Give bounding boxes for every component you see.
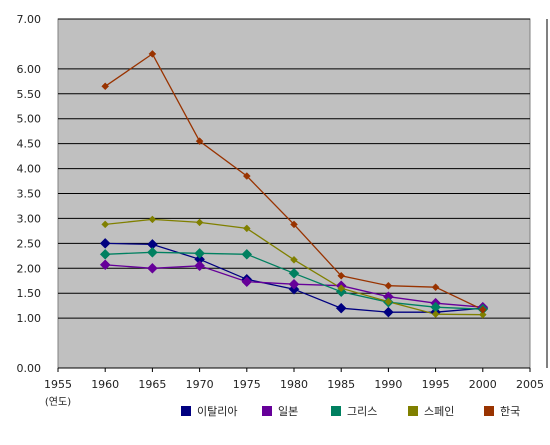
x-tick-label: 1975 (233, 378, 261, 391)
data-point-marker (148, 215, 157, 224)
y-tick-label: 1.00 (17, 312, 42, 325)
legend-label: 스페인 (424, 405, 454, 418)
y-tick-label: 0.00 (17, 362, 42, 375)
y-tick-label: 5.50 (17, 88, 42, 101)
legend-swatch (484, 406, 494, 416)
data-point-marker (478, 310, 487, 319)
grid-lines (58, 18, 530, 369)
y-axis-ticks: 0.00 1.00 1.50 2.00 2.50 3.00 3.50 4.00 4.50 5.00… (17, 13, 42, 375)
data-point-marker (195, 218, 204, 227)
legend-label: 일본 (278, 404, 298, 418)
data-point-marker (99, 259, 111, 271)
y-tick-label: 3.50 (17, 188, 42, 201)
data-point-marker (383, 306, 394, 318)
data-point-marker (290, 220, 298, 229)
data-point-marker (241, 276, 253, 288)
data-point-marker (195, 137, 204, 146)
data-point-marker (147, 246, 158, 258)
x-axis-unit-label: (연도) (45, 396, 71, 408)
legend-swatch (331, 406, 341, 416)
y-tick-label: 4.50 (17, 138, 42, 151)
x-tick-label: 2000 (469, 378, 497, 391)
data-point-marker (99, 248, 111, 260)
data-point-marker (478, 305, 487, 314)
data-point-marker (431, 310, 440, 319)
data-point-marker (194, 260, 205, 272)
data-point-marker (241, 248, 253, 260)
legend: 이탈리아 일본 그리스 스페인 한국 (181, 404, 520, 418)
x-tick-label: 1965 (138, 378, 166, 391)
legend-label: 이탈리아 (197, 405, 237, 418)
data-point-marker (242, 224, 251, 233)
data-point-marker (335, 302, 347, 314)
y-tick-label: 6.00 (17, 63, 42, 76)
legend-swatch (181, 406, 191, 416)
legend-label: 그리스 (347, 405, 377, 418)
x-tick-label: 1985 (327, 378, 355, 391)
data-point-marker (290, 255, 298, 264)
data-point-marker (242, 172, 251, 180)
x-tick-label: 1980 (280, 378, 308, 391)
y-tick-label: 7.00 (17, 13, 42, 26)
x-tick-label: 1960 (91, 378, 119, 391)
data-point-marker (384, 297, 393, 306)
data-point-marker (288, 267, 300, 279)
y-tick-label: 2.50 (17, 237, 42, 250)
data-point-marker (337, 284, 346, 293)
data-point-marker (99, 238, 111, 249)
legend-swatch (262, 406, 272, 416)
x-axis-ticks: 1955 1960 1965 1970 1975 1980 1985 1990 1995 2000… (44, 368, 544, 408)
x-tick-label: 1990 (374, 378, 402, 391)
legend-label: 한국 (500, 405, 520, 418)
data-point-marker (101, 220, 110, 229)
x-tick-label: 1970 (186, 378, 214, 391)
series-markers (99, 50, 489, 319)
x-tick-label: 1995 (422, 378, 450, 391)
data-point-marker (337, 271, 346, 280)
y-tick-label: 2.00 (17, 262, 42, 275)
x-tick-label: 2005 (516, 378, 544, 391)
data-point-marker (431, 283, 440, 292)
x-tick-label: 1955 (44, 378, 72, 391)
data-point-marker (147, 262, 158, 274)
legend-swatch (408, 406, 418, 416)
data-point-marker (194, 247, 205, 259)
data-point-marker (288, 278, 300, 290)
y-tick-label: 4.00 (17, 163, 42, 176)
y-tick-label: 5.00 (17, 113, 42, 126)
data-point-marker (148, 50, 157, 58)
y-tick-label: 1.50 (17, 287, 42, 300)
data-point-marker (101, 82, 110, 91)
data-point-marker (384, 281, 393, 290)
y-tick-label: 3.00 (17, 212, 42, 225)
